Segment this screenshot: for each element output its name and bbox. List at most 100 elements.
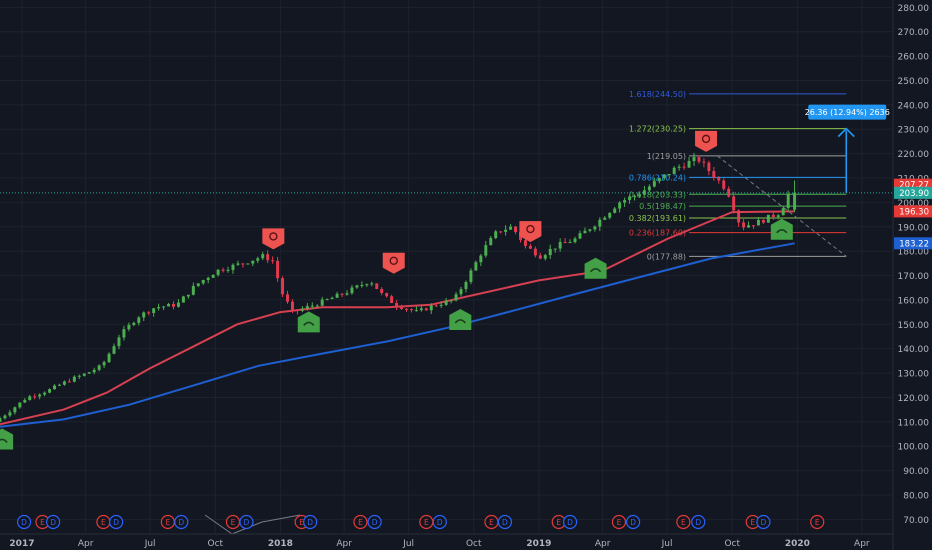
candle-body — [345, 293, 349, 295]
dividend-badge[interactable] — [497, 514, 513, 530]
earnings-badge[interactable] — [611, 514, 627, 530]
candle-body — [583, 230, 587, 234]
candle-body — [142, 312, 146, 318]
candle-body — [742, 222, 746, 228]
dividend-badge[interactable] — [562, 514, 578, 530]
candle-body — [786, 194, 790, 209]
time-axis-label: 2017 — [9, 539, 34, 549]
candle-body — [667, 173, 671, 175]
candle-body — [395, 303, 399, 307]
time-axis-label: Oct — [724, 539, 740, 549]
candlestick-series — [0, 152, 797, 423]
time-axis-label: Apr — [78, 539, 94, 549]
candle-body — [390, 296, 394, 304]
candle-body — [152, 308, 156, 313]
candle-body — [176, 302, 180, 307]
event-badge-letter: E — [231, 518, 236, 527]
dividend-badge[interactable] — [174, 514, 189, 530]
candle-body — [747, 225, 751, 228]
candle-body — [286, 294, 290, 302]
candle-body — [722, 180, 726, 189]
fib-retracement-tool[interactable]: 1.618(244.50) 1.272(230.25) 1(219.05) 0.786… — [629, 90, 847, 261]
candle-body — [360, 284, 364, 286]
candle-body — [241, 263, 245, 265]
candle-body — [434, 305, 438, 307]
candle-body — [672, 167, 676, 174]
fib-level-label: 0.5(198.47) — [639, 202, 686, 211]
earnings-badge[interactable] — [353, 514, 368, 530]
time-axis[interactable]: 2017 Apr Jul Oct 2018 Apr Jul Oct 2019 Apr Jul Oct 2… — [9, 539, 869, 549]
price-tag-label: 183.22 — [899, 239, 929, 249]
bear-signal-marker[interactable] — [382, 252, 405, 274]
candle-body — [320, 299, 324, 306]
dividend-badge[interactable] — [432, 514, 447, 530]
candle-body — [380, 288, 384, 294]
dividend-badge[interactable] — [109, 514, 124, 530]
dividend-badge[interactable] — [756, 514, 771, 530]
dividend-badge[interactable] — [16, 514, 32, 530]
price-tag-label: 203.90 — [899, 189, 929, 199]
dividend-badge[interactable] — [367, 514, 382, 530]
candle-body — [226, 269, 230, 271]
event-badge-letter: D — [50, 518, 56, 527]
price-range-projection[interactable]: 26.36 (12.94%) 2636 — [805, 104, 890, 193]
candle-body — [370, 283, 374, 285]
candle-body — [707, 162, 711, 172]
candle-body — [48, 389, 52, 393]
candle-body — [603, 217, 607, 220]
signal-markers[interactable] — [0, 130, 793, 450]
event-badge-letter: E — [165, 518, 170, 527]
candle-body — [276, 260, 280, 279]
candle-body — [167, 303, 171, 307]
candle-body — [122, 329, 126, 338]
bear-signal-marker[interactable] — [262, 228, 285, 250]
candle-body — [633, 195, 637, 197]
price-axis-background[interactable] — [893, 0, 932, 550]
candle-body — [494, 231, 498, 239]
event-badge-letter: E — [424, 518, 429, 527]
candle-body — [8, 412, 12, 416]
candle-body — [682, 166, 686, 168]
candle-body — [87, 372, 91, 374]
candle-body — [181, 296, 185, 303]
candle-body — [548, 248, 552, 256]
dividend-badge[interactable] — [303, 514, 318, 530]
candle-body — [23, 400, 27, 403]
dividend-badge[interactable] — [46, 514, 61, 530]
candle-body — [727, 188, 731, 197]
fib-level-label: 0.786(210.24) — [629, 173, 686, 182]
earnings-badge[interactable] — [676, 514, 691, 530]
candle-body — [186, 294, 190, 297]
candle-body — [424, 308, 428, 311]
price-axis-label: 110.00 — [898, 418, 930, 428]
bear-signal-marker[interactable] — [695, 130, 718, 152]
candle-body — [553, 248, 557, 250]
event-badge-letter: E — [750, 518, 755, 527]
price-axis-label: 190.00 — [898, 223, 930, 233]
candle-body — [761, 220, 765, 223]
bull-signal-marker[interactable] — [0, 428, 14, 450]
candle-body — [365, 284, 369, 286]
dividend-badge[interactable] — [691, 514, 706, 530]
candle-body — [33, 396, 37, 398]
dividend-badge[interactable] — [239, 514, 254, 530]
candle-body — [112, 346, 116, 354]
candle-body — [375, 283, 379, 289]
price-tag-label: 207.27 — [899, 181, 929, 191]
candle-body — [409, 309, 413, 311]
candle-body — [618, 202, 622, 209]
candle-body — [444, 300, 448, 305]
trendline — [261, 514, 301, 523]
candle-body — [300, 308, 304, 311]
dividend-badge[interactable] — [626, 514, 641, 530]
price-axis-label: 160.00 — [898, 296, 930, 306]
candle-body — [405, 308, 408, 310]
bull-icon — [776, 228, 788, 234]
fib-level-label: 0.618(203.33) — [629, 190, 686, 199]
earnings-badge[interactable] — [810, 514, 825, 530]
trendline — [204, 514, 233, 535]
bear-signal-marker[interactable] — [519, 221, 542, 243]
candle-body — [439, 304, 443, 306]
